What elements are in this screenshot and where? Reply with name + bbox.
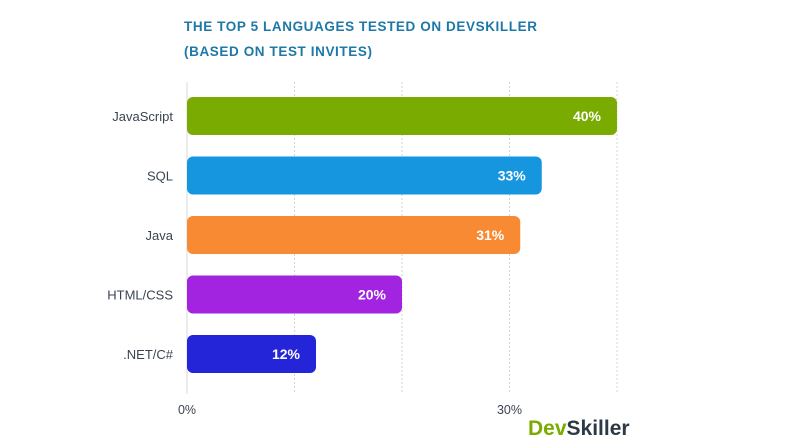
category-label: Java xyxy=(146,228,174,243)
x-tick-label: 30% xyxy=(497,403,522,417)
x-tick-label: 0% xyxy=(178,403,196,417)
category-label: JavaScript xyxy=(112,109,173,124)
bar xyxy=(187,335,316,373)
bar xyxy=(187,156,542,195)
chart-title: THE TOP 5 LANGUAGES TESTED ON DEVSKILLER xyxy=(184,19,538,34)
bar-value-label: 33% xyxy=(498,168,527,184)
category-label: SQL xyxy=(147,169,173,184)
bar-value-label: 12% xyxy=(272,346,301,362)
bar xyxy=(187,97,617,135)
devskiller-logo: DevSkiller xyxy=(528,417,630,441)
bar xyxy=(187,216,521,254)
logo-skiller-text: Skiller xyxy=(566,417,630,440)
chart-title-block: THE TOP 5 LANGUAGES TESTED ON DEVSKILLER… xyxy=(184,14,538,64)
chart-subtitle: (BASED ON TEST INVITES) xyxy=(184,44,373,59)
category-label: HTML/CSS xyxy=(107,288,173,303)
bar xyxy=(187,275,402,314)
bar-value-label: 40% xyxy=(573,108,602,124)
category-label: .NET/C# xyxy=(123,347,174,362)
logo-dev-text: Dev xyxy=(528,417,567,440)
bar-value-label: 20% xyxy=(358,287,387,303)
bar-value-label: 31% xyxy=(476,227,505,243)
